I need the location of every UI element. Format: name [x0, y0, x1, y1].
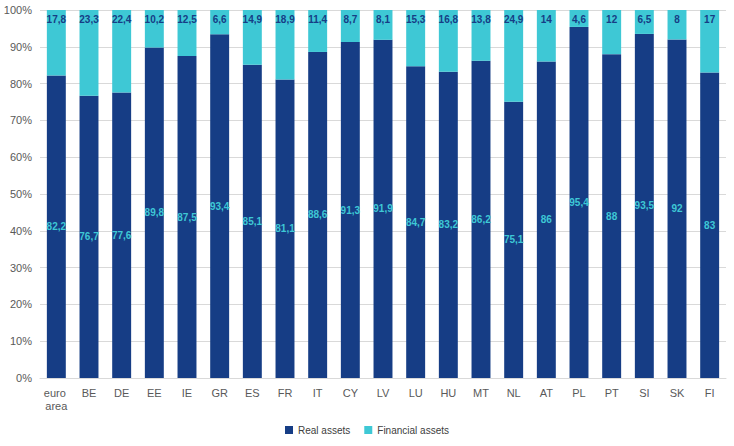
svg-text:6,6: 6,6: [213, 14, 227, 25]
svg-text:40%: 40%: [10, 225, 32, 237]
svg-text:8,7: 8,7: [343, 14, 357, 25]
svg-text:70%: 70%: [10, 114, 32, 126]
svg-text:50%: 50%: [10, 188, 32, 200]
svg-text:75,1: 75,1: [504, 234, 524, 245]
svg-text:IE: IE: [182, 387, 192, 399]
svg-text:4,6: 4,6: [572, 14, 586, 25]
svg-text:DE: DE: [114, 387, 129, 399]
svg-text:SI: SI: [639, 387, 649, 399]
svg-text:EE: EE: [147, 387, 162, 399]
svg-text:17: 17: [704, 14, 716, 25]
svg-text:86: 86: [541, 214, 553, 225]
svg-text:87,5: 87,5: [177, 212, 197, 223]
svg-text:PT: PT: [605, 387, 619, 399]
svg-text:100%: 100%: [4, 4, 32, 16]
svg-text:86,2: 86,2: [471, 214, 491, 225]
svg-text:BE: BE: [82, 387, 97, 399]
svg-text:80%: 80%: [10, 78, 32, 90]
svg-text:CY: CY: [343, 387, 359, 399]
svg-text:8,1: 8,1: [376, 14, 390, 25]
svg-text:93,5: 93,5: [635, 200, 655, 211]
svg-text:SK: SK: [670, 387, 685, 399]
svg-text:ES: ES: [245, 387, 260, 399]
svg-text:IT: IT: [313, 387, 323, 399]
svg-text:24,9: 24,9: [504, 14, 524, 25]
svg-text:MT: MT: [473, 387, 489, 399]
svg-text:95,4: 95,4: [569, 197, 589, 208]
svg-text:22,4: 22,4: [112, 14, 132, 25]
svg-text:17,8: 17,8: [47, 14, 67, 25]
svg-text:0%: 0%: [16, 372, 32, 384]
svg-text:84,7: 84,7: [406, 217, 426, 228]
svg-text:23,3: 23,3: [79, 14, 99, 25]
svg-text:PL: PL: [572, 387, 585, 399]
svg-text:83,2: 83,2: [439, 219, 459, 230]
svg-text:88: 88: [606, 211, 618, 222]
svg-text:89,8: 89,8: [145, 207, 165, 218]
svg-text:LV: LV: [377, 387, 390, 399]
svg-text:8: 8: [674, 14, 680, 25]
svg-text:HU: HU: [440, 387, 456, 399]
svg-text:LU: LU: [409, 387, 423, 399]
svg-text:NL: NL: [507, 387, 521, 399]
svg-text:81,1: 81,1: [275, 223, 295, 234]
svg-text:6,5: 6,5: [637, 14, 651, 25]
svg-text:83: 83: [704, 220, 716, 231]
svg-text:14,9: 14,9: [243, 14, 263, 25]
svg-text:Real assets: Real assets: [298, 425, 350, 436]
svg-text:76,7: 76,7: [79, 231, 99, 242]
svg-text:18,9: 18,9: [275, 14, 295, 25]
svg-text:91,3: 91,3: [341, 205, 361, 216]
svg-text:FR: FR: [278, 387, 293, 399]
svg-text:GR: GR: [211, 387, 228, 399]
svg-text:12,5: 12,5: [177, 14, 197, 25]
svg-text:90%: 90%: [10, 41, 32, 53]
svg-text:82,2: 82,2: [47, 221, 67, 232]
svg-text:12: 12: [606, 14, 618, 25]
svg-text:Financial assets: Financial assets: [377, 425, 449, 436]
svg-text:93,4: 93,4: [210, 201, 230, 212]
svg-text:10,2: 10,2: [145, 14, 165, 25]
svg-text:91,9: 91,9: [373, 203, 393, 214]
svg-text:85,1: 85,1: [243, 216, 263, 227]
svg-text:10%: 10%: [10, 335, 32, 347]
svg-text:11,4: 11,4: [308, 14, 327, 25]
svg-text:FI: FI: [705, 387, 715, 399]
svg-text:16,8: 16,8: [439, 14, 459, 25]
svg-text:AT: AT: [540, 387, 554, 399]
svg-text:30%: 30%: [10, 262, 32, 274]
svg-text:euro: euro: [44, 387, 69, 399]
svg-text:14: 14: [541, 14, 553, 25]
svg-text:92: 92: [671, 203, 683, 214]
svg-text:60%: 60%: [10, 151, 32, 163]
svg-text:88,6: 88,6: [308, 209, 328, 220]
svg-text:77,6: 77,6: [112, 230, 132, 241]
svg-text:15,3: 15,3: [406, 14, 426, 25]
svg-text:area: area: [45, 400, 68, 412]
svg-text:20%: 20%: [10, 298, 32, 310]
svg-text:13,8: 13,8: [471, 14, 491, 25]
